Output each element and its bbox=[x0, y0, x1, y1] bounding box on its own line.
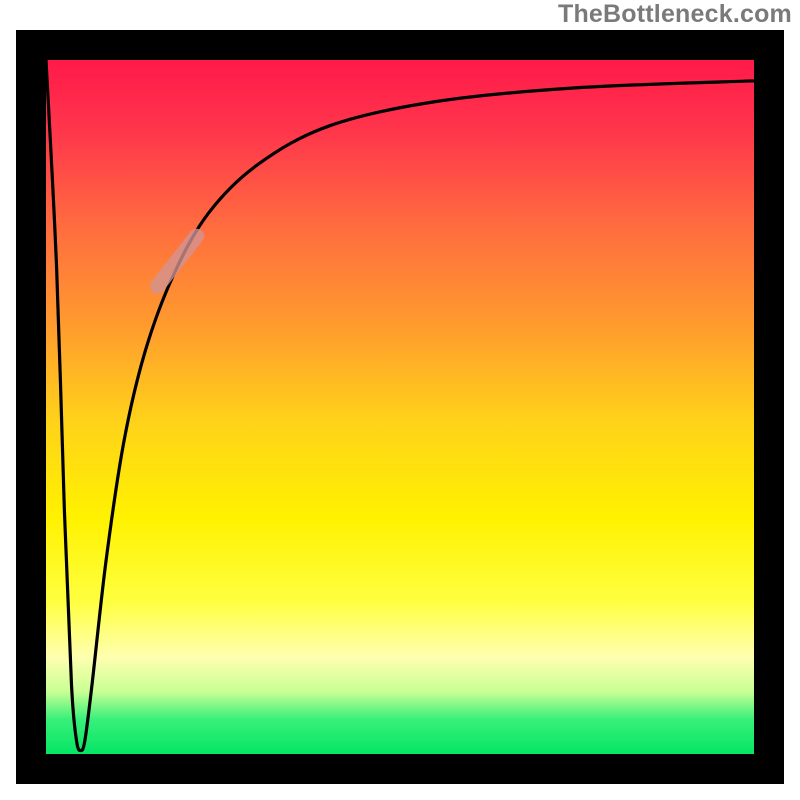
bottleneck-chart bbox=[16, 30, 784, 784]
chart-svg bbox=[16, 30, 784, 784]
watermark-text: TheBottleneck.com bbox=[558, 0, 792, 29]
bottleneck-chart-container: { "watermark": { "text": "TheBottleneck.… bbox=[0, 0, 800, 800]
plot-background bbox=[46, 60, 754, 754]
